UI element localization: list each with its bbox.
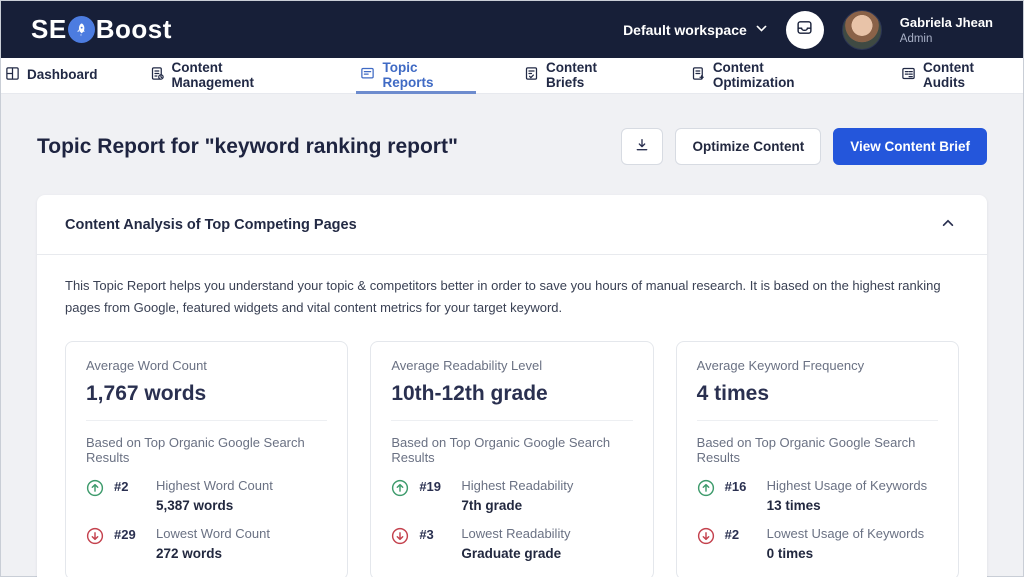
panel-header: Content Analysis of Top Competing Pages bbox=[37, 195, 987, 255]
rank-badge: #29 bbox=[114, 527, 136, 543]
arrow-down-circle-icon bbox=[391, 527, 409, 550]
stat-value: 1,767 words bbox=[86, 382, 207, 406]
row-value: 5,387 words bbox=[156, 498, 234, 514]
rank-badge: #19 bbox=[419, 479, 442, 495]
collapse-panel-button[interactable] bbox=[937, 212, 959, 237]
workspace-selector[interactable]: Default workspace bbox=[623, 22, 768, 38]
view-content-brief-button[interactable]: View Content Brief bbox=[833, 128, 987, 165]
row-label: Highest Usage of Keywords bbox=[766, 478, 928, 494]
document-plus-icon bbox=[691, 66, 706, 84]
rocket-logo-icon bbox=[67, 16, 95, 43]
user-meta: Gabriela Jhean Admin bbox=[900, 15, 993, 45]
download-icon bbox=[634, 137, 650, 156]
stat-card-keyword-frequency: Average Keyword Frequency 4 times Based … bbox=[675, 341, 959, 577]
arrow-up-circle-icon bbox=[86, 479, 104, 502]
tab-content-audits[interactable]: Content Audits bbox=[897, 58, 1023, 94]
stat-value: 10th-12th grade bbox=[391, 382, 548, 406]
document-clock-icon bbox=[150, 66, 165, 84]
stat-high-row: #19 Highest Readability 7th grade bbox=[391, 478, 632, 513]
stats-grid: Average Word Count 1,767 words Based on … bbox=[65, 341, 959, 577]
stat-low-row: #2 Lowest Usage of Keywords 0 times bbox=[697, 526, 938, 561]
logo-text-pre: SE bbox=[31, 14, 67, 44]
top-navbar: SE Boost Default workspace bbox=[1, 1, 1023, 58]
dashboard-icon bbox=[5, 66, 20, 84]
based-on-label: Based on Top Organic Google Search Resul… bbox=[391, 435, 611, 466]
title-row: Topic Report for "keyword ranking report… bbox=[37, 128, 987, 165]
page-title: Topic Report for "keyword ranking report… bbox=[37, 134, 458, 158]
tab-content-management[interactable]: Content Management bbox=[146, 58, 313, 94]
logo-text-post: Boost bbox=[95, 14, 172, 44]
inbox-icon bbox=[796, 19, 813, 41]
rank-badge: #3 bbox=[419, 527, 434, 543]
row-value: 272 words bbox=[156, 546, 223, 562]
stat-card-readability: Average Readability Level 10th-12th grad… bbox=[370, 341, 654, 577]
navbar-right-cluster: Default workspace Gabriela Jhean Admin bbox=[623, 9, 993, 50]
stat-card-word-count: Average Word Count 1,767 words Based on … bbox=[65, 341, 349, 577]
divider bbox=[696, 420, 938, 422]
row-value: Graduate grade bbox=[461, 546, 562, 562]
row-value: 7th grade bbox=[461, 498, 523, 514]
rank-badge: #2 bbox=[724, 527, 740, 543]
chevron-down-icon bbox=[755, 22, 768, 38]
tab-label: Content Audits bbox=[922, 59, 974, 90]
based-on-label: Based on Top Organic Google Search Resul… bbox=[696, 435, 916, 466]
topic-reports-icon bbox=[360, 66, 375, 84]
rank-badge: #16 bbox=[724, 479, 747, 495]
tab-topic-reports[interactable]: Topic Reports bbox=[356, 58, 477, 94]
stat-label: Average Keyword Frequency bbox=[696, 358, 865, 374]
row-label: Lowest Readability bbox=[461, 526, 571, 542]
main-tabbar: Dashboard Content Management Topic Repor… bbox=[1, 58, 1023, 94]
content-analysis-panel: Content Analysis of Top Competing Pages … bbox=[37, 195, 987, 577]
download-button[interactable] bbox=[621, 128, 664, 165]
row-value: 0 times bbox=[766, 546, 814, 562]
rank-badge: #2 bbox=[114, 479, 129, 495]
tab-content-briefs[interactable]: Content Briefs bbox=[520, 58, 643, 94]
divider bbox=[86, 420, 328, 422]
document-check-icon bbox=[524, 66, 539, 84]
tab-label: Topic Reports bbox=[382, 59, 434, 90]
tab-content-optimization[interactable]: Content Optimization bbox=[687, 58, 853, 94]
row-label: Highest Word Count bbox=[156, 478, 273, 494]
stat-low-row: #29 Lowest Word Count 272 words bbox=[86, 526, 327, 561]
stat-low-row: #3 Lowest Readability Graduate grade bbox=[391, 526, 632, 561]
user-avatar[interactable] bbox=[841, 9, 882, 50]
tab-dashboard[interactable]: Dashboard bbox=[1, 58, 102, 94]
audit-list-icon bbox=[901, 66, 916, 84]
row-label: Highest Readability bbox=[461, 478, 574, 494]
seoboost-logo: SE Boost bbox=[31, 14, 172, 45]
arrow-up-circle-icon bbox=[697, 479, 715, 502]
row-value: 13 times bbox=[766, 498, 821, 514]
chevron-up-icon bbox=[941, 216, 955, 233]
user-role: Admin bbox=[899, 32, 933, 45]
tab-label: Content Management bbox=[171, 59, 255, 90]
row-label: Lowest Word Count bbox=[156, 526, 270, 542]
user-name: Gabriela Jhean bbox=[899, 14, 993, 30]
tab-label: Content Optimization bbox=[712, 59, 795, 90]
row-label: Lowest Usage of Keywords bbox=[766, 526, 925, 542]
stat-high-row: #2 Highest Word Count 5,387 words bbox=[86, 478, 327, 513]
stat-high-row: #16 Highest Usage of Keywords 13 times bbox=[697, 478, 938, 513]
arrow-down-circle-icon bbox=[86, 527, 104, 550]
panel-body: This Topic Report helps you understand y… bbox=[37, 255, 987, 577]
inbox-button[interactable] bbox=[785, 10, 824, 49]
stat-value: 4 times bbox=[696, 382, 770, 406]
based-on-label: Based on Top Organic Google Search Resul… bbox=[86, 435, 305, 466]
divider bbox=[391, 420, 633, 422]
tab-label: Dashboard bbox=[27, 67, 98, 82]
page-content: Topic Report for "keyword ranking report… bbox=[1, 128, 1023, 577]
arrow-up-circle-icon bbox=[391, 479, 409, 502]
optimize-content-button[interactable]: Optimize Content bbox=[675, 128, 822, 165]
panel-description: This Topic Report helps you understand y… bbox=[65, 278, 941, 316]
stat-label: Average Word Count bbox=[86, 358, 207, 374]
workspace-label: Default workspace bbox=[623, 21, 747, 38]
panel-title: Content Analysis of Top Competing Pages bbox=[65, 216, 357, 233]
stat-label: Average Readability Level bbox=[391, 358, 543, 374]
arrow-down-circle-icon bbox=[697, 527, 715, 550]
page-actions: Optimize Content View Content Brief bbox=[621, 128, 987, 165]
tab-label: Content Briefs bbox=[546, 59, 598, 90]
